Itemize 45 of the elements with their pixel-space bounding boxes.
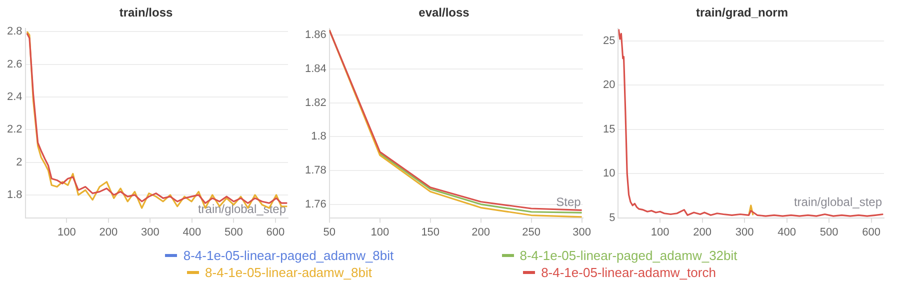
y-tick-label: 1.78	[304, 164, 326, 176]
x-axis-title: Step	[556, 195, 582, 210]
x-tick-label: 100	[650, 226, 670, 238]
x-tick-label: 300	[735, 226, 754, 238]
y-tick-label: 2.6	[6, 58, 22, 70]
y-tick-label: 2.2	[6, 124, 22, 136]
chart-title: train/grad_norm	[696, 6, 788, 20]
x-tick-label: 200	[472, 226, 490, 238]
legend-label: 8-4-1e-05-linear-adamw_8bit	[205, 265, 372, 280]
y-tick-label: 10	[602, 168, 616, 180]
x-tick-label: 200	[99, 226, 118, 238]
x-tick-label: 250	[522, 226, 540, 238]
x-tick-label: 400	[778, 226, 796, 238]
x-axis-title: train/global_step	[794, 195, 882, 210]
x-axis-title: train/global_step	[198, 202, 286, 216]
y-tick-label: 2.8	[6, 26, 22, 38]
legend-label: 8-4-1e-05-linear-paged_adamw_32bit	[520, 248, 738, 263]
y-tick-label: 5	[609, 212, 616, 224]
x-tick-label: 400	[182, 226, 202, 238]
legend-label: 8-4-1e-05-linear-adamw_torch	[541, 265, 716, 280]
x-tick-label: 200	[693, 226, 712, 238]
y-tick-label: 25	[602, 34, 616, 47]
x-tick-label: 300	[572, 226, 591, 238]
x-tick-label: 500	[224, 226, 243, 238]
x-tick-label: 600	[862, 226, 881, 238]
y-tick-label: 1.86	[304, 29, 326, 42]
x-tick-label: 150	[421, 226, 440, 238]
y-tick-label: 1.8	[311, 130, 326, 143]
x-tick-label: 50	[323, 226, 336, 238]
x-tick-label: 300	[140, 226, 160, 238]
x-tick-label: 600	[266, 226, 285, 238]
x-tick-label: 500	[820, 226, 838, 238]
chart-title: eval/loss	[418, 6, 470, 20]
y-tick-label: 15	[602, 123, 616, 136]
chart-title: train/loss	[119, 6, 173, 20]
y-tick-label: 20	[602, 79, 616, 92]
legend-label: 8-4-1e-05-linear-paged_adamw_8bit	[183, 248, 394, 263]
y-tick-label: 1.84	[304, 63, 326, 76]
y-tick-label: 1.8	[6, 188, 22, 201]
x-tick-label: 100	[370, 226, 390, 238]
x-tick-label: 100	[57, 226, 76, 238]
y-tick-label: 1.76	[304, 198, 326, 210]
y-tick-label: 2	[16, 156, 22, 168]
y-tick-label: 1.82	[304, 96, 326, 109]
y-tick-label: 2.4	[6, 91, 22, 104]
